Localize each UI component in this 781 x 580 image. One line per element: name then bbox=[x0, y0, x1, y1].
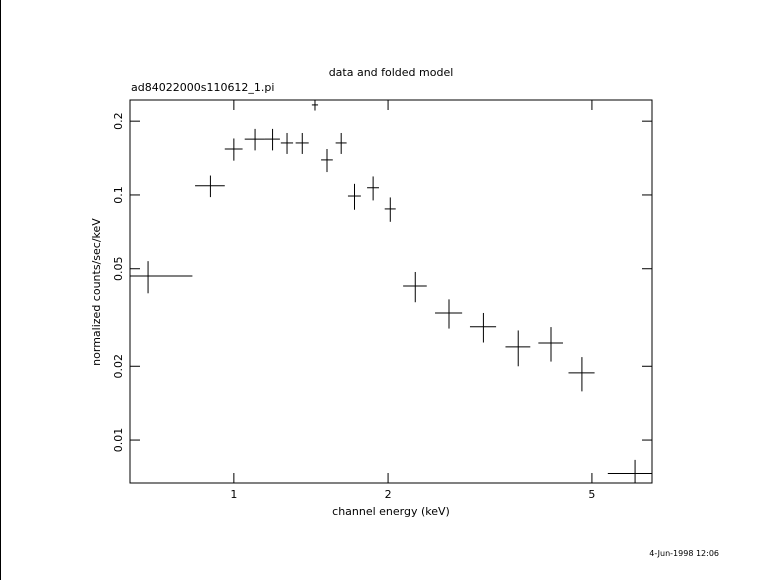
x-axis-label: channel energy (keV) bbox=[332, 505, 450, 518]
y-tick-label: 0.1 bbox=[112, 186, 125, 204]
plot-frame bbox=[129, 99, 653, 484]
y-axis-label: normalized counts/sec/keV bbox=[90, 218, 103, 366]
x-tick-label: 5 bbox=[588, 488, 595, 501]
y-tick-label: 0.2 bbox=[112, 112, 125, 130]
y-tick-label: 0.01 bbox=[112, 428, 125, 453]
chart-title: data and folded model bbox=[329, 66, 454, 79]
chart-subtitle: ad84022000s110612_1.pi bbox=[131, 81, 274, 94]
y-tick-label: 0.02 bbox=[112, 354, 125, 379]
y-tick-label: 0.05 bbox=[112, 256, 125, 281]
timestamp: 4-Jun-1998 12:06 bbox=[649, 549, 719, 558]
x-tick-label: 2 bbox=[385, 488, 392, 501]
x-tick-label: 1 bbox=[230, 488, 237, 501]
